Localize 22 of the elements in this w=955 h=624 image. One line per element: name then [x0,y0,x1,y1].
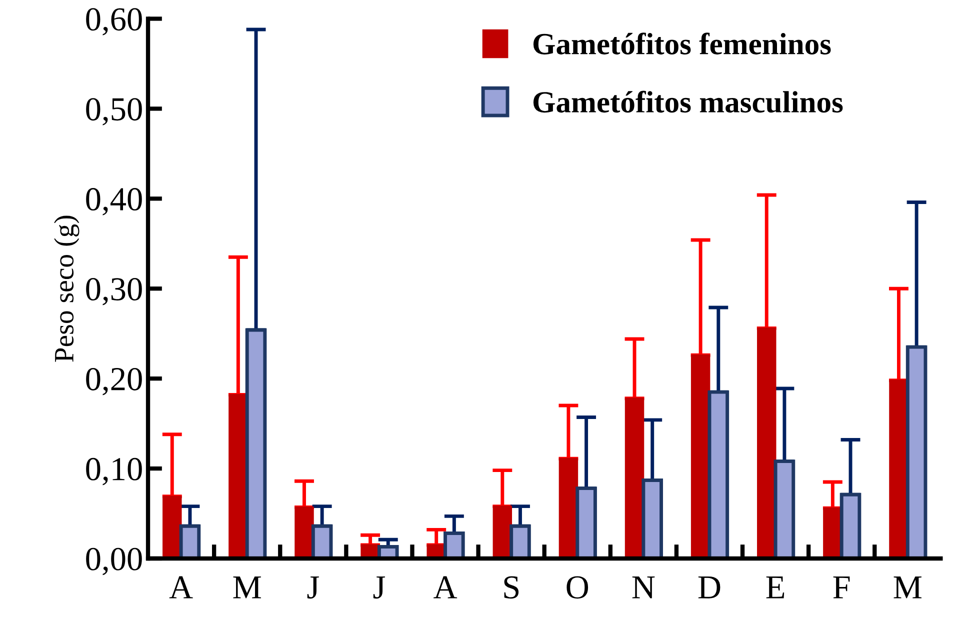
y-tick-label: 0,40 [86,188,142,216]
x-tick-label: D [698,576,720,598]
x-tick-label: J [373,576,385,599]
x-tick-label: A [434,576,458,598]
legend-label: Gametófitos masculinos [533,90,843,113]
y-tick-label: 0,30 [86,278,142,306]
legend-label: Gametófitos femeninos [533,32,831,54]
x-tick-label: N [632,576,655,598]
y-tick-label: 0,50 [86,98,142,126]
x-tick-label: A [169,576,193,598]
x-tick-label: S [504,576,519,599]
y-tick-label: 0,00 [86,548,142,576]
x-tick-label: M [233,576,261,598]
y-tick-label: 0,10 [86,458,142,486]
y-tick-label: 0,20 [86,368,142,396]
x-tick-label: M [894,576,922,598]
x-tick-label: J [307,576,319,599]
y-tick-label: 0,60 [86,8,142,36]
x-tick-label: E [766,576,784,598]
x-tick-label: O [566,576,588,599]
y-axis-title: Peso seco (g) [54,216,80,362]
x-tick-label: F [833,576,850,598]
